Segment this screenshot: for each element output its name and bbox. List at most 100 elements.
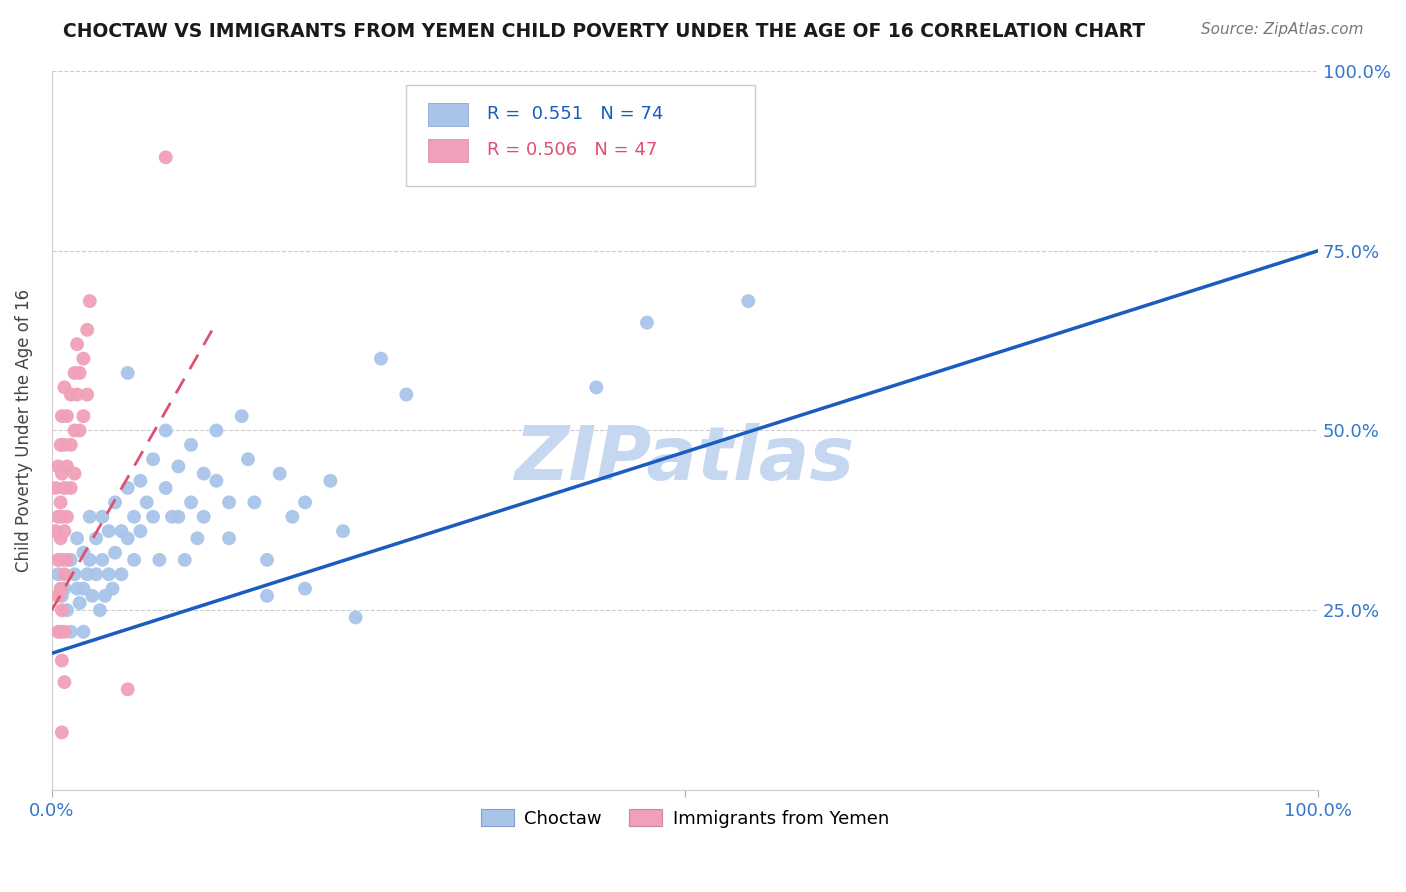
Point xyxy=(66,582,89,596)
Point xyxy=(218,531,240,545)
Point xyxy=(51,589,73,603)
Point xyxy=(420,150,443,164)
Point xyxy=(66,531,89,545)
Point xyxy=(193,467,215,481)
Point xyxy=(53,567,76,582)
Point xyxy=(97,567,120,582)
Point xyxy=(256,589,278,603)
Point xyxy=(122,553,145,567)
Text: R =  0.551   N = 74: R = 0.551 N = 74 xyxy=(488,105,664,123)
Point xyxy=(142,452,165,467)
Point xyxy=(129,474,152,488)
Point xyxy=(585,380,607,394)
Point xyxy=(72,582,94,596)
Point xyxy=(155,150,177,164)
Point xyxy=(56,409,79,423)
Point xyxy=(91,553,114,567)
Point xyxy=(117,481,139,495)
Point xyxy=(72,351,94,366)
Point xyxy=(49,582,72,596)
Point xyxy=(160,509,183,524)
Point xyxy=(218,495,240,509)
Point xyxy=(79,553,101,567)
Point xyxy=(332,524,354,538)
Point xyxy=(63,467,86,481)
Point xyxy=(101,582,124,596)
Point xyxy=(89,603,111,617)
Point xyxy=(104,495,127,509)
Point xyxy=(59,624,82,639)
Point xyxy=(63,366,86,380)
Point xyxy=(46,624,69,639)
Point xyxy=(117,366,139,380)
Point xyxy=(110,567,132,582)
Point xyxy=(344,610,367,624)
Point xyxy=(256,553,278,567)
Point xyxy=(46,553,69,567)
Legend: Choctaw, Immigrants from Yemen: Choctaw, Immigrants from Yemen xyxy=(474,802,896,835)
Point xyxy=(129,524,152,538)
Point xyxy=(82,589,104,603)
Point xyxy=(53,380,76,394)
Point xyxy=(76,323,98,337)
Point xyxy=(110,524,132,538)
Point xyxy=(142,509,165,524)
Text: ZIPatlas: ZIPatlas xyxy=(515,423,855,496)
Point xyxy=(53,438,76,452)
Point xyxy=(51,467,73,481)
Point xyxy=(737,294,759,309)
Point xyxy=(59,387,82,401)
Point xyxy=(370,351,392,366)
Point xyxy=(94,589,117,603)
Point xyxy=(294,582,316,596)
Point xyxy=(319,474,342,488)
Point xyxy=(205,474,228,488)
Point xyxy=(69,596,91,610)
Point xyxy=(155,481,177,495)
Point xyxy=(63,424,86,438)
Point xyxy=(51,509,73,524)
Point xyxy=(46,459,69,474)
Point xyxy=(636,316,658,330)
Point xyxy=(56,603,79,617)
Point xyxy=(72,409,94,423)
Point xyxy=(56,553,79,567)
Point xyxy=(122,509,145,524)
Point xyxy=(56,459,79,474)
Point xyxy=(76,567,98,582)
Point xyxy=(155,424,177,438)
Point xyxy=(236,452,259,467)
Point xyxy=(51,603,73,617)
Point xyxy=(59,481,82,495)
Point xyxy=(46,567,69,582)
Point xyxy=(49,531,72,545)
Point xyxy=(59,553,82,567)
Point xyxy=(91,509,114,524)
Point xyxy=(79,294,101,309)
Point xyxy=(53,624,76,639)
Point xyxy=(46,589,69,603)
Point xyxy=(180,495,202,509)
Point xyxy=(72,546,94,560)
Point xyxy=(59,438,82,452)
Point xyxy=(205,424,228,438)
Y-axis label: Child Poverty Under the Age of 16: Child Poverty Under the Age of 16 xyxy=(15,289,32,572)
Point xyxy=(69,366,91,380)
Point xyxy=(243,495,266,509)
Point xyxy=(117,531,139,545)
Point xyxy=(53,481,76,495)
Point xyxy=(51,653,73,667)
Point xyxy=(46,509,69,524)
Point xyxy=(63,567,86,582)
Point xyxy=(84,567,107,582)
Point xyxy=(56,509,79,524)
Point xyxy=(51,725,73,739)
Point xyxy=(51,409,73,423)
Point xyxy=(395,387,418,401)
Point xyxy=(186,531,208,545)
Point xyxy=(84,531,107,545)
Point xyxy=(148,553,170,567)
Text: R = 0.506   N = 47: R = 0.506 N = 47 xyxy=(488,141,658,159)
Point xyxy=(193,509,215,524)
Point xyxy=(53,675,76,690)
